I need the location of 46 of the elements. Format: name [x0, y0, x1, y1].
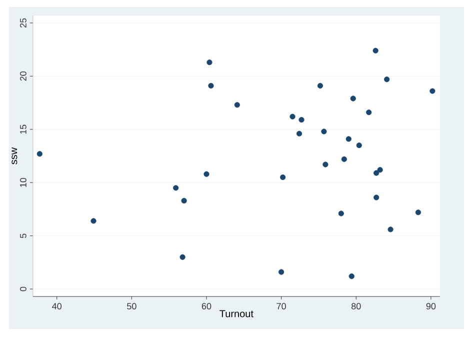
y-axis-title: ssw: [12, 147, 18, 164]
point: [346, 136, 352, 142]
point: [204, 171, 210, 177]
point: [321, 128, 327, 134]
x-axis-title: Turnout: [220, 310, 254, 318]
point: [317, 82, 324, 89]
y-tick-label: 25: [20, 18, 26, 28]
y-tick-label: 10: [20, 178, 26, 187]
x-tick-label: 90: [426, 303, 436, 310]
y-tick-label: 15: [20, 124, 26, 134]
point: [338, 210, 344, 216]
point: [181, 198, 187, 204]
point: [298, 117, 304, 123]
point: [290, 114, 296, 120]
point: [90, 218, 96, 224]
x-tick-label: 80: [352, 303, 361, 310]
point: [374, 194, 380, 200]
point: [278, 269, 284, 275]
point: [234, 102, 240, 108]
y-tick-label: 0: [20, 286, 26, 292]
x-tick-label: 50: [127, 303, 136, 310]
point: [384, 76, 390, 82]
point: [296, 130, 302, 136]
point: [415, 210, 422, 216]
x-tick-label: 60: [202, 303, 212, 310]
point: [180, 254, 186, 260]
point: [430, 88, 436, 94]
point: [208, 82, 214, 89]
point: [348, 273, 354, 280]
point: [388, 226, 394, 232]
point: [374, 170, 380, 176]
point: [366, 110, 372, 116]
point: [322, 162, 328, 168]
point: [173, 185, 179, 191]
point: [36, 151, 42, 157]
point: [372, 48, 378, 54]
point: [341, 156, 347, 162]
point: [280, 174, 286, 180]
y-tick-label: 20: [20, 72, 26, 81]
point: [350, 96, 356, 102]
y-tick-label: 5: [20, 234, 26, 238]
x-tick-label: 40: [52, 303, 62, 310]
point: [356, 142, 362, 148]
point: [377, 167, 383, 173]
x-tick-label: 70: [276, 303, 286, 310]
point: [206, 60, 212, 66]
